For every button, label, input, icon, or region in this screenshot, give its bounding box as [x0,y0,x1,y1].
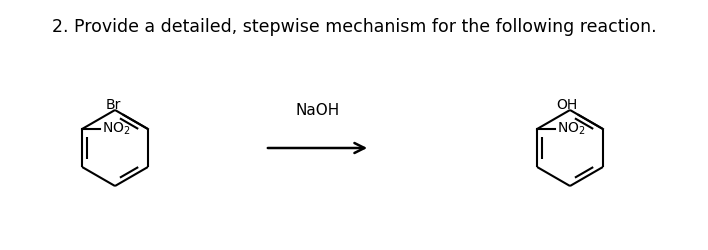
Text: OH: OH [556,98,578,112]
Text: Br: Br [105,98,120,112]
Text: NaOH: NaOH [295,103,340,118]
Text: 2. Provide a detailed, stepwise mechanism for the following reaction.: 2. Provide a detailed, stepwise mechanis… [52,18,656,36]
Text: NO$_2$: NO$_2$ [102,121,131,137]
Text: NO$_2$: NO$_2$ [557,121,586,137]
